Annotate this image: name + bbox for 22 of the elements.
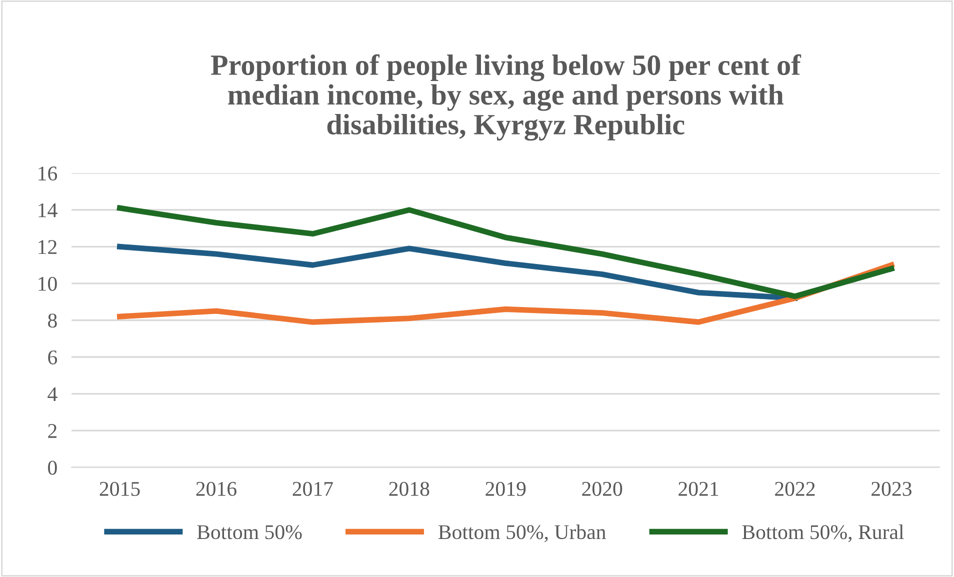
x-tick-label: 2020 bbox=[582, 482, 622, 496]
y-tick-label: 16 bbox=[38, 166, 58, 181]
x-tick-label: 2018 bbox=[389, 482, 430, 496]
y-tick-label: 6 bbox=[48, 350, 58, 364]
x-tick-label: 2016 bbox=[196, 482, 236, 496]
x-tick-label: 2017 bbox=[292, 482, 333, 496]
y-tick-label: 0 bbox=[48, 460, 57, 475]
y-tick-label: 14 bbox=[38, 203, 58, 218]
x-tick-label: 2015 bbox=[100, 482, 140, 496]
y-tick-label: 2 bbox=[48, 424, 57, 438]
x-tick-label: 2019 bbox=[486, 482, 526, 496]
legend-label: Bottom 50% bbox=[197, 525, 302, 540]
y-tick-label: 10 bbox=[38, 276, 57, 291]
x-tick-label: 2021 bbox=[678, 482, 718, 496]
chart-title: Proportion of people living below 50 per cent of median income, by sex, age and persons with disabilities, Kyrgyz Republic bbox=[210, 54, 802, 141]
x-tick-label: 2022 bbox=[775, 482, 815, 496]
x-tick-label: 2023 bbox=[872, 482, 912, 496]
y-tick-label: 8 bbox=[48, 314, 57, 328]
y-tick-label: 12 bbox=[38, 240, 57, 254]
legend-label: Bottom 50%, Urban bbox=[438, 524, 606, 542]
legend-label: Bottom 50%, Rural bbox=[742, 524, 904, 542]
y-tick-label: 4 bbox=[48, 387, 58, 402]
